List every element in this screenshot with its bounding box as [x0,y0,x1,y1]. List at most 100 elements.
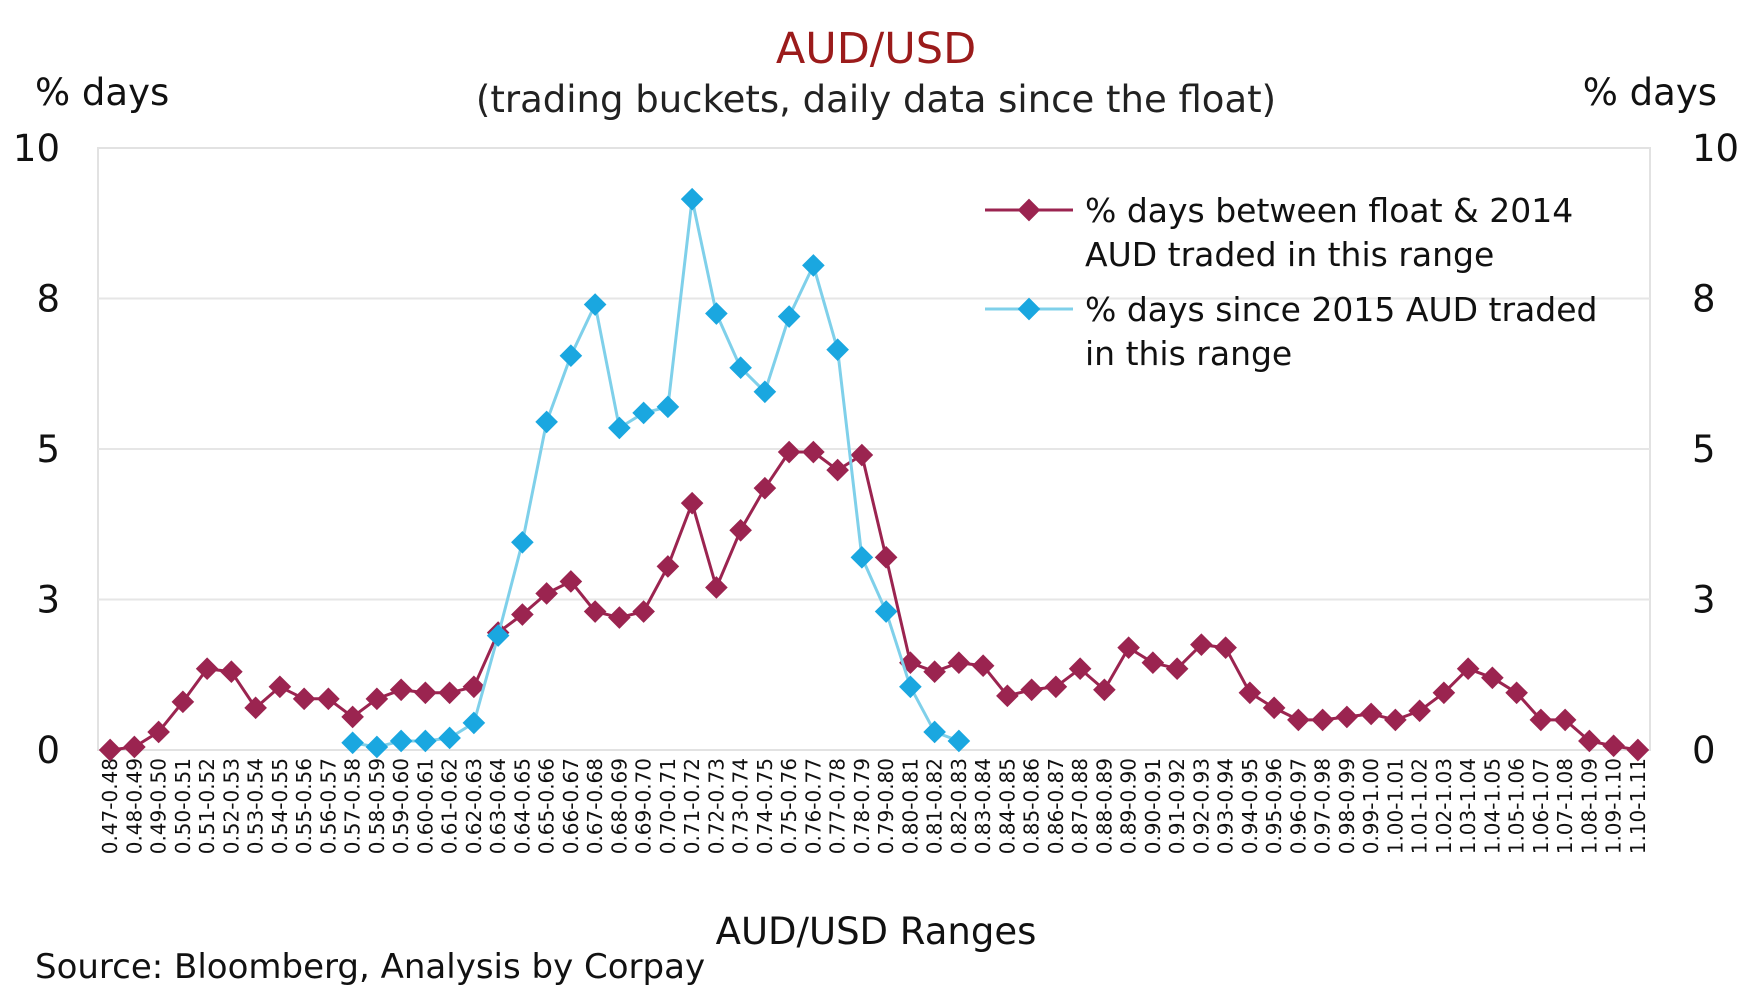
series-2-point [753,380,777,404]
x-tick-label: 0.99-1.00 [1359,758,1383,854]
x-tick-label: 0.98-0.99 [1335,758,1359,854]
x-tick-label: 0.60-0.61 [413,758,437,854]
series-1-point [123,735,146,759]
series-2-point [365,735,389,759]
series-1-point [1165,657,1189,681]
series-2-point [559,344,583,368]
series-1-point [850,443,874,467]
x-tick-label: 0.90-0.91 [1141,758,1165,854]
x-tick-label: 1.01-1.02 [1408,758,1432,854]
series-1-point [1359,702,1383,726]
series-2-point [341,731,364,755]
series-2-point [923,720,946,744]
x-tick-label: 1.10-1.11 [1626,758,1650,854]
y-tick-label-left: 10 [13,127,60,170]
y-tick-label-right: 0 [1692,729,1716,772]
x-tick-label: 1.03-1.04 [1456,758,1480,854]
series-2-line [352,197,960,749]
series-1-point [583,600,607,623]
y-tick-label-left: 5 [36,428,60,471]
series-1-point [98,738,122,762]
x-tick-label: 0.63-0.64 [486,758,510,854]
series-1-point [1408,699,1431,723]
x-tick-label: 0.53-0.54 [244,758,268,854]
series-1-point [1141,651,1165,675]
x-tick-label: 0.79-0.80 [874,758,898,854]
series-1-point [753,476,777,500]
x-tick-label: 0.82-0.83 [947,758,971,854]
x-tick-label: 0.76-0.77 [801,758,825,854]
series-1-point [656,555,680,578]
series-layer [98,187,1650,762]
series-1-point [1068,657,1092,681]
series-1-point [1481,666,1504,690]
x-tick-label: 0.61-0.62 [438,758,462,854]
series-1-point [317,687,340,711]
series-1-point [220,660,243,684]
y-tick-label-left: 3 [36,579,60,622]
y-tick-label-right: 5 [1692,428,1716,471]
series-1-point [1287,708,1310,732]
x-tick-label: 0.48-0.49 [122,758,146,854]
x-tick-label: 0.83-0.84 [971,758,995,854]
series-2-point [583,293,607,316]
x-tick-label: 0.66-0.67 [559,758,583,854]
x-tick-label: 0.77-0.78 [826,758,850,854]
x-tick-label: 0.72-0.73 [704,758,728,854]
series-1-point [365,687,389,711]
series-2-point [389,729,413,753]
series-1-point [511,603,534,626]
x-tick-label: 0.85-0.86 [1020,758,1044,854]
x-tick-label: 0.94-0.95 [1238,758,1262,854]
x-tick-label: 0.80-0.81 [898,758,922,854]
series-2-point [535,410,558,434]
series-2-point [511,530,534,554]
series-1-point [292,687,316,711]
x-tick-label: 0.91-0.92 [1165,758,1189,854]
series-1-point [1262,696,1286,720]
chart-title: AUD/USD [776,24,976,74]
y-tick-label-right: 3 [1692,579,1716,622]
series-1-point [389,678,413,702]
y-tick-label-left: 8 [36,278,60,321]
x-tick-label: 0.59-0.60 [389,758,413,854]
x-tick-label: 0.95-0.96 [1262,758,1286,854]
x-tick-label: 0.57-0.58 [341,758,365,854]
x-tick-label: 0.69-0.70 [632,758,656,854]
x-tick-label: 0.55-0.56 [292,758,316,854]
series-2-point [899,675,922,699]
x-tick-label: 0.62-0.63 [462,758,486,854]
y-axis-label-left: % days [35,71,169,114]
series-1-point [1626,738,1650,762]
x-tick-label: 0.51-0.52 [195,758,219,854]
series-1-point [802,440,825,464]
x-tick-label: 0.68-0.69 [607,758,631,854]
x-axis-label: AUD/USD Ranges [716,910,1037,953]
y-tick-label-left: 0 [36,729,60,772]
x-tick-label: 0.96-0.97 [1286,758,1310,854]
gridlines [98,297,1650,601]
x-tick-label: 0.49-0.50 [147,758,171,854]
series-1-point [1190,633,1213,656]
series-1-point [535,582,558,605]
x-tick-label: 0.78-0.79 [850,758,874,854]
series-1-point [1117,636,1140,659]
series-1-point [874,546,898,569]
series-1-point [1044,675,1068,699]
x-tick-label: 0.71-0.72 [680,758,704,854]
series-2-point [874,600,898,623]
legend-label-1-line2: AUD traded in this range [1085,235,1494,274]
series-1-point [268,675,292,699]
y-tick-label-right: 8 [1692,278,1716,321]
x-tick-label: 0.73-0.74 [729,758,753,854]
series-1-point [1311,708,1334,732]
x-tick-label: 1.08-1.09 [1577,758,1601,854]
legend-marker-2 [1017,297,1041,321]
series-2-point [826,338,849,361]
series-1-point [971,654,995,678]
series-1 [98,440,1650,762]
x-tick-label: 0.64-0.65 [510,758,534,854]
series-1-point [1456,657,1480,681]
series-1-point [1384,708,1407,732]
